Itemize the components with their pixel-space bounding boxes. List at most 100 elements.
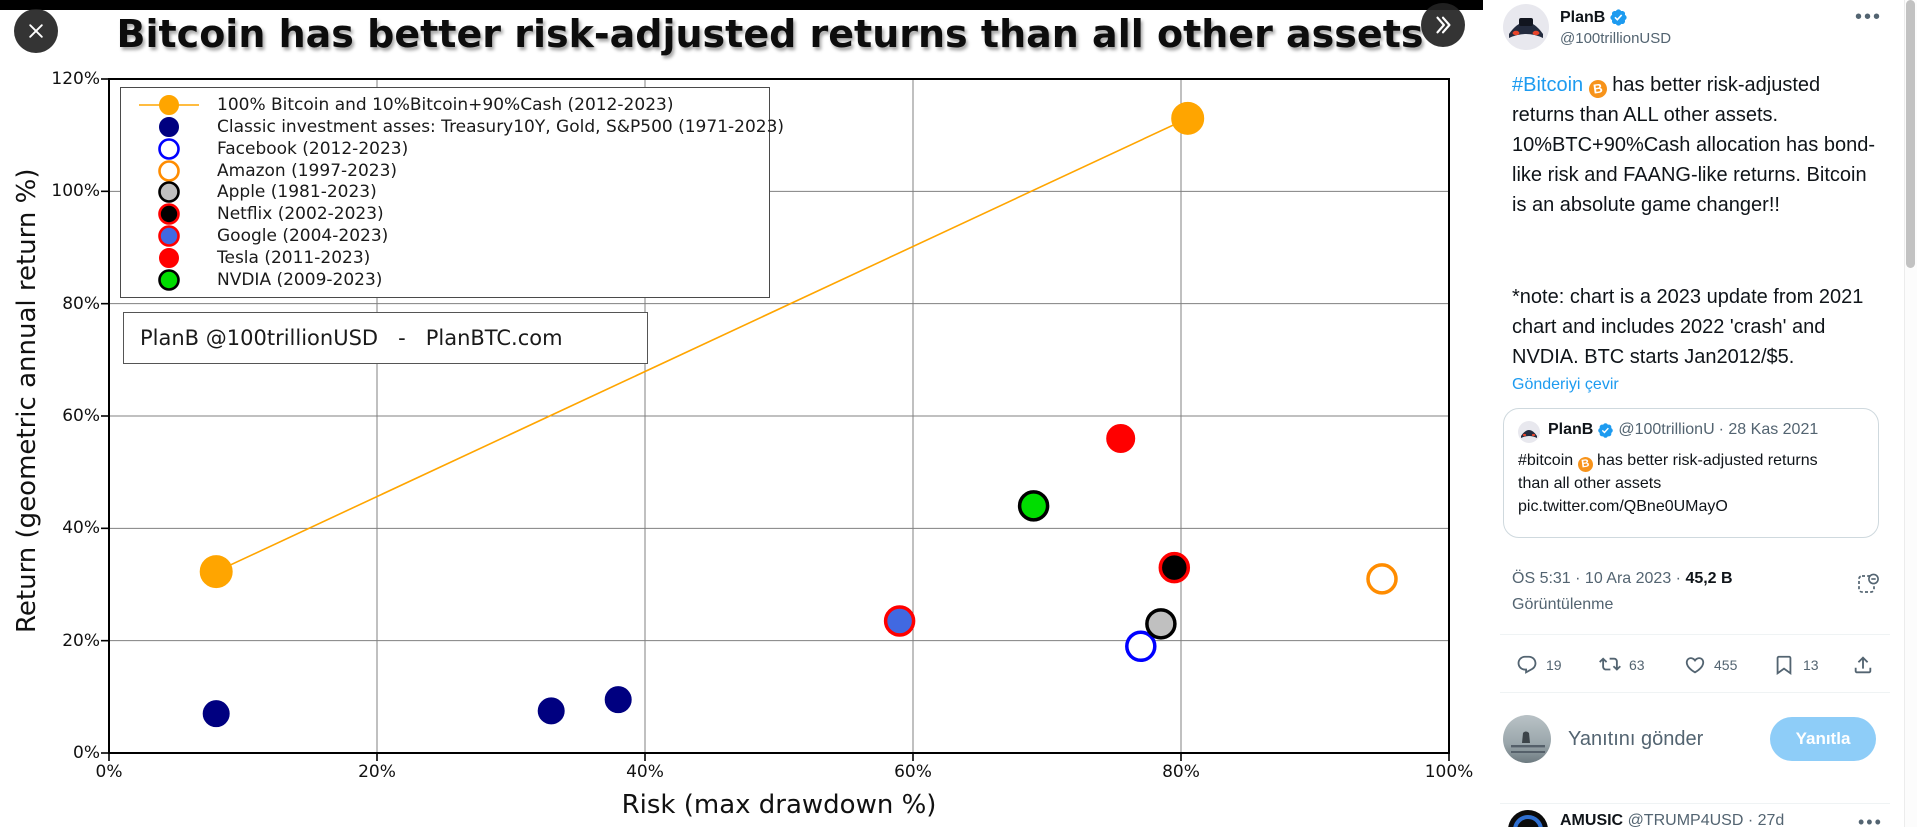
scrollbar-thumb[interactable] — [1906, 0, 1915, 268]
author-name[interactable]: PlanB — [1560, 8, 1606, 26]
data-point-4 — [1145, 608, 1177, 640]
x-tick-label: 0% — [95, 762, 123, 782]
legend-item: Apple (1981-2023) — [137, 181, 769, 204]
legend-item: NVDIA (2009-2023) — [137, 269, 769, 291]
legend-item: Classic investment asses: Treasury10Y, G… — [137, 116, 784, 137]
legend-item: Facebook (2012-2023) — [137, 137, 769, 160]
quoted-tweet-card[interactable]: PlanB @100trillionU · 28 Kas 2021 #bitco… — [1503, 408, 1879, 538]
share-button[interactable] — [1852, 654, 1874, 676]
y-tick-label: 120% — [51, 69, 100, 89]
engagement-icon[interactable] — [1856, 572, 1880, 596]
data-point-1 — [604, 686, 632, 714]
x-tick-label: 60% — [894, 762, 932, 782]
next-tweet-more-button[interactable]: ••• — [1858, 812, 1883, 827]
legend-item: Tesla (2011-2023) — [137, 248, 769, 269]
y-axis-title: Return (geometric annual return %) — [12, 168, 42, 633]
translate-post-link[interactable]: Gönderiyi çevir — [1512, 376, 1619, 393]
x-axis-title: Risk (max drawdown %) — [621, 790, 937, 820]
next-tweet-handle-date: @TRUMP4USD · 27d — [1627, 812, 1785, 827]
divider — [1500, 803, 1890, 804]
legend-marker — [159, 248, 179, 269]
reply-count: 19 — [1546, 657, 1562, 673]
legend-label: Amazon (1997-2023) — [217, 160, 398, 181]
watermark-text: PlanB @100trillionUSD - PlanBTC.com — [140, 326, 563, 350]
legend-label: Classic investment asses: Treasury10Y, G… — [217, 116, 785, 137]
views-count: 45,2 B — [1685, 570, 1733, 587]
share-icon — [1854, 656, 1872, 674]
bitcoin-icon: B — [1576, 456, 1594, 473]
legend-marker — [158, 159, 180, 182]
y-tick-label: 100% — [51, 181, 100, 202]
divider — [1500, 634, 1890, 635]
timestamp-views: ÖS 5:31 · 10 Ara 2023 · 45,2 B — [1512, 570, 1733, 587]
author-handle[interactable]: @100trillionUSD — [1560, 30, 1672, 47]
x-tick-label: 80% — [1162, 762, 1200, 782]
legend-item: Google (2004-2023) — [137, 225, 769, 247]
legend-marker — [158, 269, 180, 291]
y-tick-label: 80% — [62, 293, 100, 314]
quote-avatar — [1518, 421, 1540, 443]
y-tick-label: 60% — [62, 406, 100, 426]
close-icon — [29, 24, 43, 38]
legend-label: Facebook (2012-2023) — [217, 138, 409, 159]
quote-author-handle: @100trillionU — [1618, 421, 1715, 438]
data-point-6 — [883, 605, 916, 637]
next-tweet-avatar[interactable] — [1508, 810, 1548, 827]
retweet-button[interactable]: 63 — [1599, 654, 1645, 676]
y-tick-label: 20% — [62, 630, 100, 651]
heart-icon — [1685, 657, 1705, 674]
reply-input[interactable]: Yanıtını gönder — [1568, 728, 1704, 750]
quote-author-name: PlanB — [1548, 421, 1594, 438]
tweet-text: #Bitcoin B has better risk-adjusted retu… — [1512, 74, 1875, 216]
like-button[interactable]: 455 — [1684, 654, 1737, 676]
data-point-3 — [1366, 563, 1398, 595]
bookmark-icon — [1776, 655, 1792, 676]
media-viewer-top-bar — [0, 0, 1483, 10]
legend-label: Netflix (2002-2023) — [217, 204, 384, 225]
legend-marker — [158, 225, 180, 247]
legend-item: Amazon (1997-2023) — [137, 159, 769, 182]
bookmark-button[interactable]: 13 — [1773, 654, 1819, 676]
legend-label: Tesla (2011-2023) — [217, 248, 371, 269]
legend-label: Apple (1981-2023) — [217, 182, 377, 203]
legend-item: 100% Bitcoin and 10%Bitcoin+90%Cash (201… — [137, 94, 769, 115]
planb-avatar[interactable] — [1503, 4, 1549, 50]
x-tick-label: 20% — [358, 762, 396, 782]
x-tick-label: 40% — [626, 762, 664, 782]
legend-label: NVDIA (2009-2023) — [217, 269, 383, 290]
data-point-0 — [199, 555, 233, 589]
reply-submit-button[interactable]: Yanıtla — [1770, 717, 1876, 761]
y-tick-label: 0% — [73, 743, 100, 763]
data-point-5 — [1158, 551, 1191, 584]
legend-marker — [139, 94, 199, 115]
data-point-0 — [1171, 101, 1205, 135]
next-tweet-author[interactable]: AMUSIC — [1560, 812, 1624, 827]
quote-verified-badge-icon — [1598, 422, 1614, 438]
more-options-button[interactable]: ••• — [1855, 6, 1883, 28]
data-point-1 — [537, 697, 565, 725]
verified-badge-icon — [1610, 9, 1627, 26]
data-point-7 — [1106, 423, 1136, 453]
reply-button[interactable]: 19 — [1516, 654, 1562, 676]
chevrons-right-icon — [1436, 16, 1451, 34]
next-image-button[interactable] — [1421, 3, 1465, 47]
divider — [1500, 692, 1890, 693]
hashtag-link[interactable]: #Bitcoin — [1512, 74, 1584, 96]
legend-marker — [158, 181, 180, 204]
bookmark-count: 13 — [1803, 657, 1819, 673]
series-line-0 — [215, 117, 1189, 573]
current-user-avatar — [1503, 715, 1551, 763]
legend-marker — [158, 203, 180, 226]
data-point-8 — [1017, 490, 1050, 522]
reply-icon — [1517, 655, 1537, 674]
quote-text: #bitcoin B has better risk-adjusted retu… — [1518, 452, 1818, 515]
bitcoin-icon: B — [1587, 78, 1608, 100]
y-tick-label: 40% — [62, 518, 100, 539]
chart-title: Bitcoin has better risk-adjusted returns… — [116, 12, 1424, 56]
x-tick-label: 100% — [1424, 762, 1474, 782]
legend-marker — [158, 137, 180, 160]
close-button[interactable] — [14, 9, 58, 53]
views-label: Görüntülenme — [1512, 596, 1614, 613]
data-point-2 — [1125, 630, 1157, 663]
